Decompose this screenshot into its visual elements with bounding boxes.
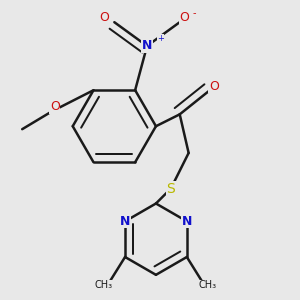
Text: O: O xyxy=(209,80,219,93)
Text: N: N xyxy=(182,215,192,228)
Text: N: N xyxy=(119,215,130,228)
Text: O: O xyxy=(179,11,189,24)
Text: -: - xyxy=(192,8,196,18)
Text: O: O xyxy=(99,11,109,24)
Text: CH₃: CH₃ xyxy=(95,280,113,290)
Text: S: S xyxy=(167,182,175,196)
Text: N: N xyxy=(142,40,152,52)
Text: O: O xyxy=(50,100,60,113)
Text: +: + xyxy=(157,34,164,43)
Text: CH₃: CH₃ xyxy=(199,280,217,290)
